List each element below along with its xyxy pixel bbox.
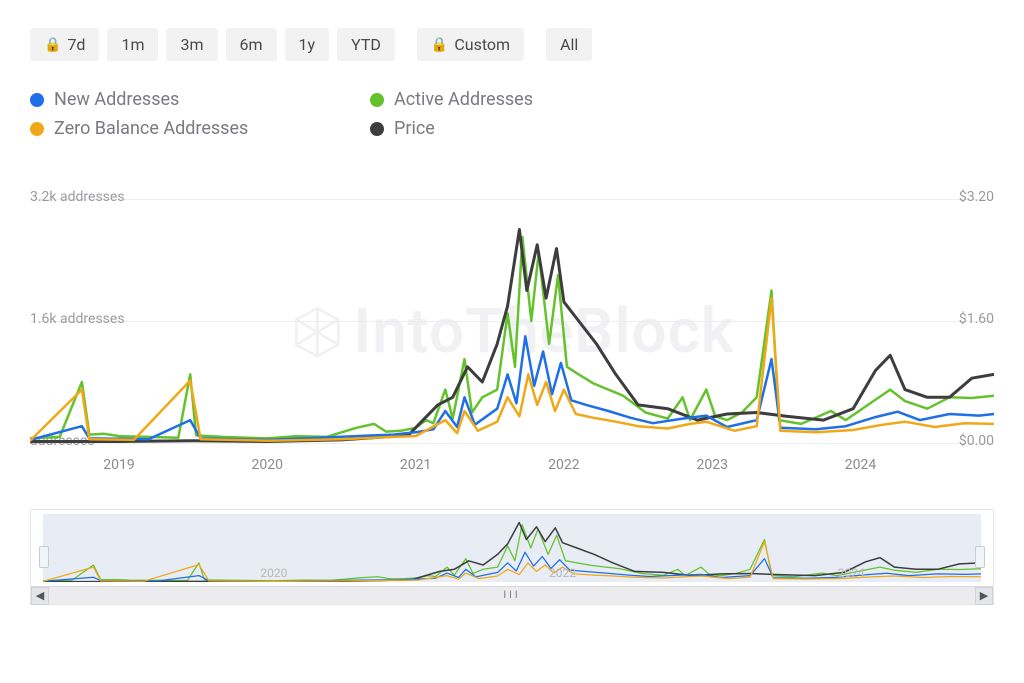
legend-item[interactable]: Zero Balance Addresses [30,118,330,139]
legend-swatch [30,122,44,136]
series-line [30,230,994,442]
x-tick-label: 2019 [103,457,134,473]
legend-swatch [370,93,384,107]
series-line [30,298,994,441]
legend-label: Zero Balance Addresses [54,118,248,139]
navigator-x-label: 2020 [260,566,287,580]
navigator-scroll-right-icon[interactable]: ▶ [975,587,993,605]
legend-item[interactable]: Active Addresses [370,89,670,110]
navigator-scrollbar[interactable]: ◀ III ▶ [31,586,993,604]
legend-label: New Addresses [54,89,179,110]
legend-label: Active Addresses [394,89,533,110]
series-line [30,237,994,438]
main-chart[interactable]: IntoTheBlock addresses$0.001.6k addresse… [30,199,994,479]
time-range-label: 1m [121,35,144,54]
time-range-label: 1y [299,35,316,54]
x-tick-label: 2022 [548,457,579,473]
time-range-6m[interactable]: 6m [226,28,277,61]
lock-icon: 🔒 [431,37,448,53]
navigator-x-label: 2022 [549,566,576,580]
time-range-label: 7d [67,35,85,54]
navigator-handle-right[interactable] [975,546,985,568]
legend-item[interactable]: Price [370,118,670,139]
time-range-custom[interactable]: 🔒 Custom [417,28,524,61]
x-tick-label: 2024 [845,457,876,473]
legend: New Addresses Active Addresses Zero Balanc… [30,89,994,139]
navigator-scroll-track[interactable]: III [49,587,975,604]
navigator-x-label: 2024 [838,566,865,580]
time-range-7d[interactable]: 🔒 7d [30,28,99,61]
time-range-label: 6m [240,35,263,54]
navigator-handle-left[interactable] [39,546,49,568]
x-tick-label: 2023 [696,457,727,473]
navigator-scroll-left-icon[interactable]: ◀ [31,587,49,605]
time-range-1y[interactable]: 1y [285,28,330,61]
legend-label: Price [394,118,435,139]
x-tick-label: 2021 [400,457,431,473]
legend-swatch [370,122,384,136]
time-range-all[interactable]: All [546,28,592,61]
range-navigator[interactable]: 2020 2022 2024 ◀ III ▶ [30,509,994,605]
gridline [30,443,994,444]
time-range-label: 3m [180,35,203,54]
time-range-1m[interactable]: 1m [107,28,158,61]
legend-swatch [30,93,44,107]
legend-item[interactable]: New Addresses [30,89,330,110]
lock-icon: 🔒 [44,37,61,53]
time-range-label: All [560,35,578,54]
time-range-label: Custom [454,35,510,54]
time-range-3m[interactable]: 3m [166,28,217,61]
x-tick-label: 2020 [252,457,283,473]
time-range-label: YTD [351,35,381,54]
time-range-ytd[interactable]: YTD [337,28,395,61]
time-range-bar: 🔒 7d 1m 3m 6m 1y YTD 🔒 Custom All [30,28,994,61]
